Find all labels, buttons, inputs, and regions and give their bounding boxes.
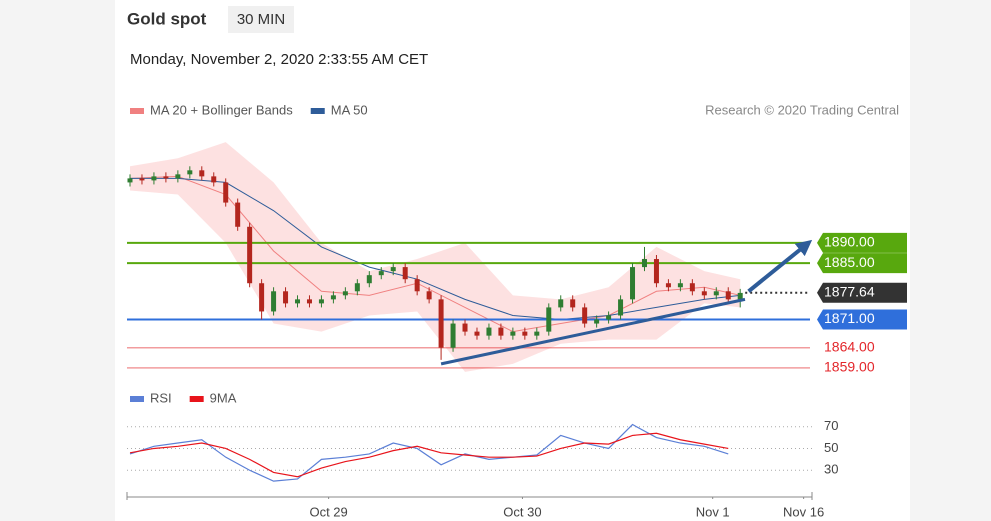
candle-body: [582, 307, 588, 324]
x-tick-label: Nov 16: [783, 504, 824, 519]
candle-body: [211, 176, 217, 183]
candle-body: [127, 178, 133, 183]
card: [115, 0, 910, 521]
legend-label: RSI: [150, 390, 172, 405]
candle-body: [163, 176, 169, 179]
candle-body: [330, 295, 336, 300]
candle-body: [378, 271, 384, 276]
y-tick-label: 30: [824, 462, 838, 477]
level-box: [817, 309, 907, 330]
y-tick-label: 70: [824, 418, 838, 433]
candle-body: [653, 259, 659, 284]
candle-body: [414, 279, 420, 292]
rsi-line: [129, 432, 729, 478]
candle-body: [570, 299, 576, 308]
candle-body: [295, 299, 301, 304]
title: Gold spot: [127, 9, 207, 28]
interval-badge: [228, 6, 294, 33]
ma-line: [130, 177, 741, 321]
level-label: 1877.64: [824, 283, 875, 299]
candle-body: [199, 170, 205, 177]
candle-body: [594, 319, 600, 324]
candle-body: [474, 331, 480, 336]
trendline: [440, 297, 746, 366]
candle-body: [486, 327, 492, 336]
timestamp: Monday, November 2, 2020 2:33:55 AM CET: [130, 51, 428, 68]
candle-body: [558, 299, 564, 308]
legend-swatch: [130, 108, 144, 114]
legend-swatch: [310, 108, 325, 114]
bollinger-band: [130, 142, 741, 372]
candle-body: [402, 267, 408, 280]
forecast-arrow: [747, 239, 813, 293]
candle-body: [677, 283, 683, 288]
candle-body: [737, 292, 743, 300]
candle-body: [618, 299, 624, 316]
candle-body: [187, 170, 193, 175]
interval: 30 MIN: [237, 11, 285, 28]
candle-body: [725, 291, 731, 300]
legend-swatch: [189, 396, 204, 402]
candle-body: [175, 174, 181, 179]
candle-body: [247, 226, 253, 284]
candle-body: [223, 182, 229, 203]
level-label: 1871.00: [824, 310, 875, 326]
rsi-line: [129, 423, 729, 482]
candle-body: [522, 331, 528, 336]
level-label: 1885.00: [824, 254, 875, 270]
x-tick-label: Nov 1: [696, 504, 730, 519]
candle-body: [546, 307, 552, 332]
candle-body: [498, 327, 504, 336]
candle-body: [426, 291, 432, 300]
candle-body: [271, 291, 277, 312]
candle-body: [151, 176, 157, 181]
candle-body: [606, 315, 612, 320]
credit: Research © 2020 Trading Central: [705, 102, 899, 117]
x-tick-label: Oct 30: [503, 504, 541, 519]
candle-body: [701, 291, 707, 296]
legend-label: MA 50: [331, 102, 368, 117]
candle-body: [235, 202, 241, 227]
legend-swatch: [130, 396, 144, 402]
level-box: [817, 253, 907, 274]
level-label: 1890.00: [824, 234, 875, 250]
legend-label: MA 20 + Bollinger Bands: [150, 102, 293, 117]
candle-body: [390, 267, 396, 272]
candle-body: [283, 291, 289, 304]
candle-body: [689, 283, 695, 292]
candle-body: [510, 331, 516, 336]
candle-body: [306, 299, 312, 304]
x-tick-label: Oct 29: [309, 504, 347, 519]
candle-body: [665, 283, 671, 288]
candle-body: [354, 283, 360, 292]
candle-body: [139, 178, 145, 181]
candle-body: [641, 259, 647, 268]
candle-body: [318, 299, 324, 304]
level-box: [817, 232, 907, 253]
candle-body: [259, 283, 265, 312]
candle-body: [438, 299, 444, 348]
level-label: 1859.00: [824, 359, 875, 375]
candle-body: [462, 323, 468, 332]
candle-body: [630, 267, 636, 300]
candle-body: [366, 275, 372, 284]
level-box: [817, 282, 907, 303]
candle-body: [713, 291, 719, 296]
level-label: 1864.00: [824, 338, 875, 354]
legend-label: 9MA: [210, 390, 237, 405]
candle-body: [342, 291, 348, 296]
y-tick-label: 50: [824, 440, 838, 455]
candle-body: [534, 331, 540, 336]
candle-body: [450, 323, 456, 348]
